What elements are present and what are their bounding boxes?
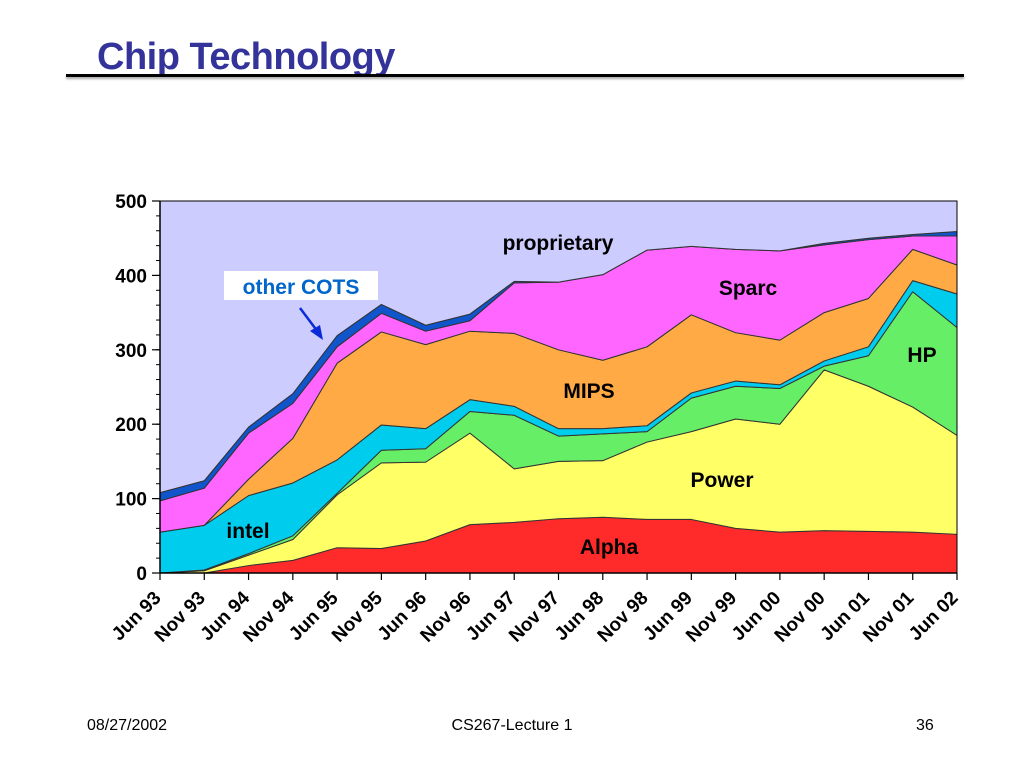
y-tick-label: 500 <box>115 192 147 213</box>
x-tick-label: Nov 96 <box>417 588 476 647</box>
other-cots-label: other COTS <box>243 276 360 299</box>
footer-course: CS267-Lecture 1 <box>451 717 573 734</box>
x-tick-label: Nov 93 <box>151 588 210 647</box>
x-tick-label: Nov 01 <box>859 587 918 646</box>
title-rule <box>66 74 964 77</box>
footer-date: 08/27/2002 <box>87 717 168 734</box>
x-tick-label: Nov 98 <box>594 588 653 647</box>
x-tick-label: Nov 97 <box>505 588 564 647</box>
power-label: Power <box>690 469 753 492</box>
x-tick-label: Nov 99 <box>682 588 741 647</box>
other-cots-arrowhead-icon <box>310 325 323 340</box>
x-tick-label: Jun 02 <box>905 588 962 645</box>
y-tick-label: 0 <box>136 564 147 585</box>
footer-page-number: 36 <box>916 717 934 734</box>
y-tick-label: 400 <box>115 266 147 287</box>
x-tick-label: Nov 95 <box>328 587 387 646</box>
axes <box>152 200 958 580</box>
slide-title: Chip Technology <box>97 36 395 78</box>
alpha-label: Alpha <box>580 536 639 559</box>
area-layers <box>159 200 958 574</box>
x-tick-label: Nov 00 <box>771 588 830 647</box>
hp-label: HP <box>907 344 936 367</box>
mips-label: MIPS <box>563 380 614 403</box>
intel-label: intel <box>226 520 269 543</box>
sparc-label: Sparc <box>719 277 778 300</box>
annotations: proprietary Sparc HP MIPS Power intel Al… <box>224 232 937 559</box>
other-cots-label-box <box>224 271 378 300</box>
y-tick-label: 300 <box>115 341 147 362</box>
y-tick-label: 200 <box>115 415 147 436</box>
x-tick-label: Nov 94 <box>239 587 298 646</box>
y-tick-label: 100 <box>115 490 147 511</box>
proprietary-label: proprietary <box>503 232 614 255</box>
